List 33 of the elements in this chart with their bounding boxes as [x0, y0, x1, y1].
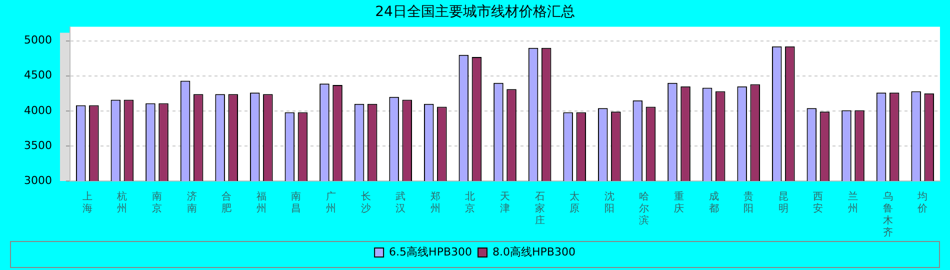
x-tick-label: 贵阳 — [744, 190, 754, 215]
x-tick-label: 武汉 — [396, 190, 406, 215]
y-tick-label: 5000 — [24, 34, 52, 47]
x-tick-label: 合肥 — [222, 190, 232, 215]
x-tick-label: 均价 — [916, 190, 928, 215]
legend-label: 8.0高线HPB300 — [492, 245, 576, 258]
x-tick-label: 石家庄 — [534, 192, 545, 227]
x-tick-label: 重庆 — [674, 190, 684, 215]
x-tick-label: 沈阳 — [604, 190, 614, 215]
x-tick-label: 西安 — [813, 192, 824, 215]
x-tick-label: 北京 — [465, 190, 476, 215]
chart-title: 24日全国主要城市线材价格汇总 — [375, 4, 575, 20]
x-tick-label: 杭州 — [116, 190, 128, 215]
x-tick-label: 昆明 — [778, 192, 788, 215]
x-tick-label: 广州 — [326, 190, 336, 215]
y-tick-label: 4000 — [24, 104, 52, 117]
x-tick-label: 太原 — [570, 190, 580, 215]
x-tick-label: 哈尔滨 — [639, 190, 650, 227]
x-tick-label: 福州 — [256, 190, 266, 215]
x-tick-label: 兰州 — [848, 190, 858, 215]
y-tick-label: 3000 — [24, 174, 52, 187]
x-tick-label: 长沙 — [360, 190, 371, 215]
y-tick-label: 4500 — [24, 68, 52, 82]
x-tick-label: 上海 — [82, 190, 92, 215]
x-tick-label: 天津 — [500, 192, 510, 215]
x-tick-label: 郑州 — [430, 190, 440, 215]
x-tick-label: 乌鲁木齐 — [882, 190, 893, 239]
x-tick-label: 济南 — [186, 190, 197, 215]
legend-label: 6.5高线HPB300 — [389, 245, 472, 258]
x-tick-label: 南昌 — [291, 190, 302, 215]
y-tick-label: 3500 — [24, 138, 52, 152]
x-tick-label: 成都 — [708, 190, 719, 215]
x-tick-label: 南京 — [152, 190, 162, 215]
